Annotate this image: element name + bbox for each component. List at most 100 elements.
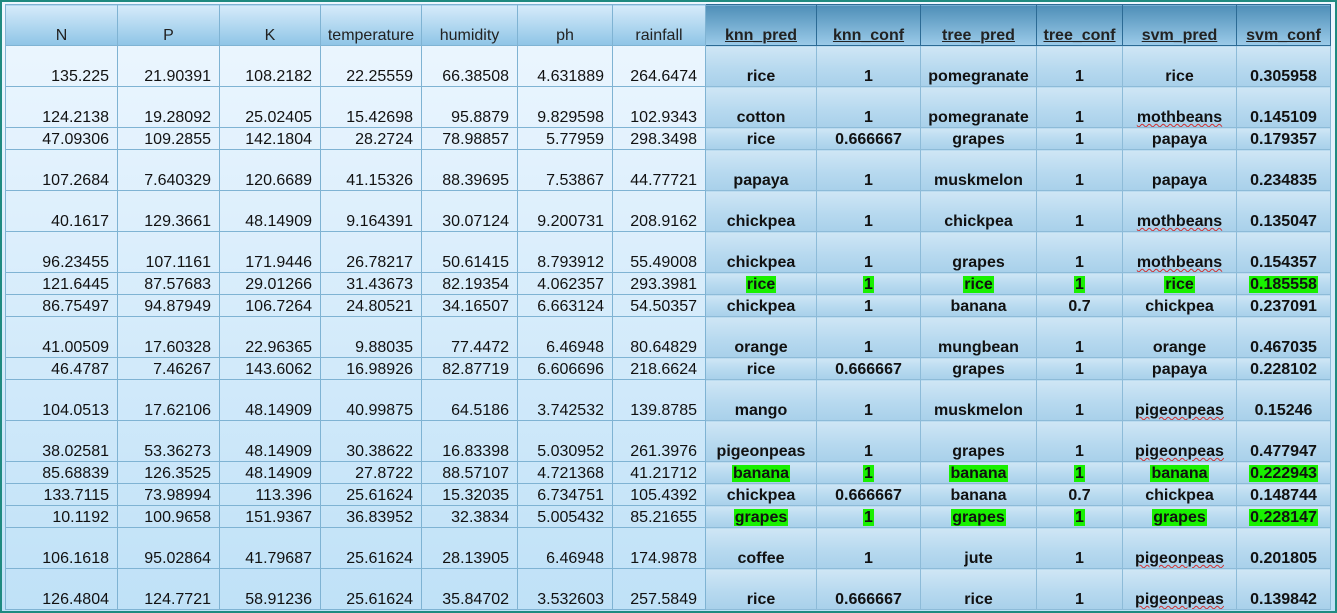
- cell-knn-pred[interactable]: chickpea: [705, 483, 817, 506]
- cell-ph[interactable]: 5.77959: [517, 127, 613, 150]
- cell-svm-pred[interactable]: mothbeans: [1122, 86, 1237, 128]
- cell-svm-conf[interactable]: 0.185558: [1236, 272, 1331, 295]
- cell-knn-conf[interactable]: 1: [816, 527, 921, 569]
- cell-temperature[interactable]: 16.98926: [320, 357, 422, 380]
- cell-n[interactable]: 133.7115: [5, 483, 118, 506]
- cell-temperature[interactable]: 28.2724: [320, 127, 422, 150]
- cell-ph[interactable]: 4.631889: [517, 45, 613, 87]
- cell-humidity[interactable]: 35.84702: [421, 568, 518, 610]
- cell-knn-pred[interactable]: rice: [705, 127, 817, 150]
- cell-tree-conf[interactable]: 1: [1036, 231, 1123, 273]
- cell-tree-conf[interactable]: 1: [1036, 357, 1123, 380]
- cell-svm-conf[interactable]: 0.145109: [1236, 86, 1331, 128]
- cell-knn-pred[interactable]: chickpea: [705, 231, 817, 273]
- cell-tree-pred[interactable]: pomegranate: [920, 45, 1037, 87]
- cell-p[interactable]: 94.87949: [117, 294, 220, 317]
- cell-humidity[interactable]: 82.87719: [421, 357, 518, 380]
- cell-humidity[interactable]: 34.16507: [421, 294, 518, 317]
- column-header-ph[interactable]: ph: [517, 4, 613, 46]
- cell-svm-pred[interactable]: rice: [1122, 45, 1237, 87]
- cell-humidity[interactable]: 88.57107: [421, 461, 518, 484]
- cell-svm-pred[interactable]: pigeonpeas: [1122, 379, 1237, 421]
- cell-k[interactable]: 108.2182: [219, 45, 321, 87]
- cell-n[interactable]: 106.1618: [5, 527, 118, 569]
- cell-tree-pred[interactable]: banana: [920, 483, 1037, 506]
- cell-knn-pred[interactable]: banana: [705, 461, 817, 484]
- cell-p[interactable]: 107.1161: [117, 231, 220, 273]
- cell-svm-pred[interactable]: papaya: [1122, 127, 1237, 150]
- cell-svm-pred[interactable]: banana: [1122, 461, 1237, 484]
- cell-rainfall[interactable]: 41.21712: [612, 461, 706, 484]
- cell-n[interactable]: 47.09306: [5, 127, 118, 150]
- cell-svm-conf[interactable]: 0.15246: [1236, 379, 1331, 421]
- cell-rainfall[interactable]: 208.9162: [612, 190, 706, 232]
- cell-rainfall[interactable]: 264.6474: [612, 45, 706, 87]
- cell-tree-pred[interactable]: grapes: [920, 127, 1037, 150]
- cell-knn-pred[interactable]: mango: [705, 379, 817, 421]
- cell-p[interactable]: 53.36273: [117, 420, 220, 462]
- column-header-svm-pred[interactable]: svm_pred: [1122, 4, 1237, 46]
- column-header-k[interactable]: K: [219, 4, 321, 46]
- cell-n[interactable]: 85.68839: [5, 461, 118, 484]
- cell-temperature[interactable]: 36.83952: [320, 505, 422, 528]
- cell-knn-pred[interactable]: chickpea: [705, 294, 817, 317]
- column-header-knn-pred[interactable]: knn_pred: [705, 4, 817, 46]
- cell-svm-pred[interactable]: mothbeans: [1122, 190, 1237, 232]
- cell-tree-conf[interactable]: 1: [1036, 505, 1123, 528]
- cell-p[interactable]: 73.98994: [117, 483, 220, 506]
- cell-svm-conf[interactable]: 0.467035: [1236, 316, 1331, 358]
- cell-k[interactable]: 113.396: [219, 483, 321, 506]
- cell-svm-conf[interactable]: 0.201805: [1236, 527, 1331, 569]
- cell-k[interactable]: 48.14909: [219, 379, 321, 421]
- cell-rainfall[interactable]: 54.50357: [612, 294, 706, 317]
- cell-p[interactable]: 7.46267: [117, 357, 220, 380]
- cell-n[interactable]: 10.1192: [5, 505, 118, 528]
- cell-tree-conf[interactable]: 1: [1036, 149, 1123, 191]
- column-header-knn-conf[interactable]: knn_conf: [816, 4, 921, 46]
- cell-k[interactable]: 106.7264: [219, 294, 321, 317]
- cell-svm-conf[interactable]: 0.154357: [1236, 231, 1331, 273]
- cell-knn-conf[interactable]: 1: [816, 231, 921, 273]
- cell-knn-conf[interactable]: 1: [816, 420, 921, 462]
- cell-temperature[interactable]: 26.78217: [320, 231, 422, 273]
- cell-n[interactable]: 46.4787: [5, 357, 118, 380]
- cell-tree-pred[interactable]: grapes: [920, 420, 1037, 462]
- cell-rainfall[interactable]: 298.3498: [612, 127, 706, 150]
- cell-ph[interactable]: 6.46948: [517, 527, 613, 569]
- cell-knn-pred[interactable]: rice: [705, 568, 817, 610]
- cell-svm-pred[interactable]: chickpea: [1122, 483, 1237, 506]
- cell-humidity[interactable]: 77.4472: [421, 316, 518, 358]
- cell-n[interactable]: 41.00509: [5, 316, 118, 358]
- column-header-tree-pred[interactable]: tree_pred: [920, 4, 1037, 46]
- cell-knn-pred[interactable]: chickpea: [705, 190, 817, 232]
- cell-rainfall[interactable]: 293.3981: [612, 272, 706, 295]
- cell-humidity[interactable]: 78.98857: [421, 127, 518, 150]
- cell-humidity[interactable]: 28.13905: [421, 527, 518, 569]
- cell-svm-conf[interactable]: 0.305958: [1236, 45, 1331, 87]
- cell-temperature[interactable]: 22.25559: [320, 45, 422, 87]
- cell-rainfall[interactable]: 174.9878: [612, 527, 706, 569]
- cell-temperature[interactable]: 25.61624: [320, 483, 422, 506]
- cell-p[interactable]: 7.640329: [117, 149, 220, 191]
- cell-tree-conf[interactable]: 1: [1036, 420, 1123, 462]
- cell-svm-conf[interactable]: 0.148744: [1236, 483, 1331, 506]
- cell-ph[interactable]: 9.200731: [517, 190, 613, 232]
- cell-ph[interactable]: 7.53867: [517, 149, 613, 191]
- cell-n[interactable]: 86.75497: [5, 294, 118, 317]
- column-header-rainfall[interactable]: rainfall: [612, 4, 706, 46]
- cell-p[interactable]: 126.3525: [117, 461, 220, 484]
- cell-knn-pred[interactable]: orange: [705, 316, 817, 358]
- cell-tree-pred[interactable]: jute: [920, 527, 1037, 569]
- cell-svm-pred[interactable]: pigeonpeas: [1122, 420, 1237, 462]
- cell-tree-conf[interactable]: 1: [1036, 379, 1123, 421]
- column-header-n[interactable]: N: [5, 4, 118, 46]
- cell-svm-conf[interactable]: 0.228102: [1236, 357, 1331, 380]
- column-header-humidity[interactable]: humidity: [421, 4, 518, 46]
- cell-humidity[interactable]: 64.5186: [421, 379, 518, 421]
- cell-knn-pred[interactable]: grapes: [705, 505, 817, 528]
- column-header-temperature[interactable]: temperature: [320, 4, 422, 46]
- cell-tree-pred[interactable]: rice: [920, 568, 1037, 610]
- cell-svm-conf[interactable]: 0.228147: [1236, 505, 1331, 528]
- column-header-tree-conf[interactable]: tree_conf: [1036, 4, 1123, 46]
- cell-tree-pred[interactable]: rice: [920, 272, 1037, 295]
